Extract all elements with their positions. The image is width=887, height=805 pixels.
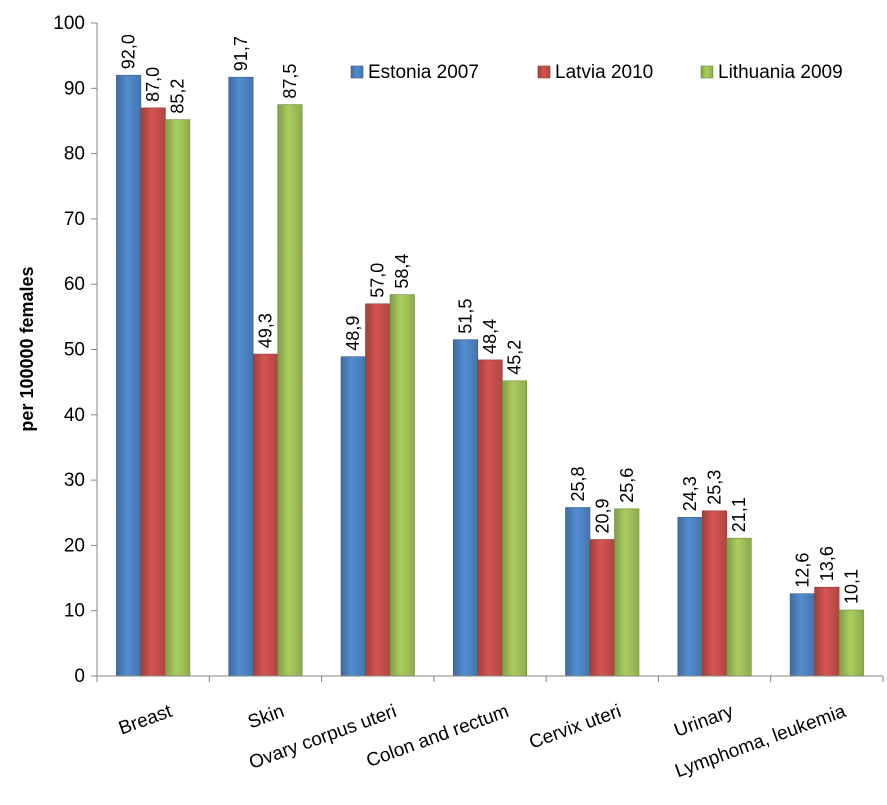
- data-label-skin-latvia-2010: 49,3: [255, 313, 275, 348]
- legend-label-estonia-2007: Estonia 2007: [368, 62, 479, 83]
- legend-swatch-latvia-2010: [537, 65, 551, 79]
- bar-urinary-latvia-2010: [701, 510, 728, 677]
- data-label-colon-and-rectum-latvia-2010: 48,4: [480, 319, 500, 354]
- data-label-lymphoma-leukemia-estonia-2007: 12,6: [792, 553, 812, 588]
- bar-urinary-lithuania-2009: [726, 537, 752, 677]
- y-axis-title-group: per 100000 females: [17, 266, 37, 431]
- bar-lymphoma-leukemia-latvia-2010: [814, 586, 840, 677]
- data-label-ovary-corpus-uteri-estonia-2007: 48,9: [343, 316, 363, 351]
- y-tick-label-40: 40: [64, 405, 85, 426]
- y-tick-label-60: 60: [64, 274, 85, 295]
- bar-colon-and-rectum-estonia-2007: [452, 339, 479, 677]
- data-label-urinary-estonia-2007: 24,3: [680, 476, 700, 511]
- y-tick-label-50: 50: [64, 340, 85, 361]
- data-label-breast-lithuania-2009: 85,2: [168, 79, 188, 114]
- data-label-lymphoma-leukemia-latvia-2010: 13,6: [817, 546, 837, 581]
- y-tick-label-30: 30: [64, 470, 85, 491]
- y-ticks-group: 0 10 20 30 40 50 60 70 80 90 100: [53, 13, 97, 687]
- bar-lymphoma-leukemia-estonia-2007: [789, 593, 815, 677]
- bar-ovary-corpus-uteri-latvia-2010: [365, 303, 391, 677]
- category-label-urinary: Urinary: [672, 701, 737, 742]
- legend-label-latvia-2010: Latvia 2010: [555, 62, 653, 83]
- y-tick-label-20: 20: [64, 535, 85, 556]
- data-label-breast-estonia-2007: 92,0: [119, 34, 139, 69]
- data-label-ovary-corpus-uteri-lithuania-2009: 58,4: [392, 254, 412, 289]
- data-label-skin-lithuania-2009: 87,5: [280, 64, 300, 99]
- bar-cervix-uteri-latvia-2010: [589, 539, 615, 677]
- y-tick-label-0: 0: [74, 666, 85, 687]
- bar-skin-lithuania-2009: [277, 104, 303, 677]
- data-label-colon-and-rectum-lithuania-2009: 45,2: [505, 340, 525, 375]
- bar-skin-latvia-2010: [252, 353, 278, 677]
- data-label-urinary-latvia-2010: 25,3: [705, 470, 725, 505]
- data-label-cervix-uteri-latvia-2010: 20,9: [592, 498, 612, 533]
- bar-breast-estonia-2007: [116, 74, 142, 677]
- bars-group: [116, 74, 864, 677]
- bar-ovary-corpus-uteri-lithuania-2009: [389, 294, 415, 677]
- category-label-breast: Breast: [116, 701, 175, 740]
- y-tick-label-90: 90: [64, 78, 85, 99]
- bar-colon-and-rectum-latvia-2010: [477, 359, 503, 677]
- bar-cervix-uteri-lithuania-2009: [614, 508, 640, 677]
- legend: Estonia 2007 Latvia 2010 Lithuania 2009: [350, 62, 843, 83]
- bar-breast-latvia-2010: [140, 107, 166, 677]
- data-label-urinary-lithuania-2009: 21,1: [729, 497, 749, 532]
- category-label-skin: Skin: [245, 701, 287, 733]
- data-label-cervix-uteri-lithuania-2009: 25,6: [617, 468, 637, 503]
- y-axis-label: per 100000 females: [17, 266, 37, 431]
- legend-swatch-lithuania-2009: [700, 65, 714, 79]
- bar-urinary-estonia-2007: [677, 516, 703, 677]
- data-label-breast-latvia-2010: 87,0: [143, 67, 163, 102]
- legend-label-lithuania-2009: Lithuania 2009: [718, 62, 843, 83]
- data-label-cervix-uteri-estonia-2007: 25,8: [568, 466, 588, 501]
- bar-cervix-uteri-estonia-2007: [565, 507, 591, 677]
- bar-lymphoma-leukemia-lithuania-2009: [838, 609, 864, 677]
- bar-colon-and-rectum-lithuania-2009: [501, 380, 528, 677]
- bar-breast-lithuania-2009: [165, 119, 191, 677]
- bar-ovary-corpus-uteri-estonia-2007: [340, 356, 366, 677]
- bar-skin-estonia-2007: [228, 76, 254, 677]
- y-tick-label-100: 100: [53, 13, 85, 34]
- data-label-lymphoma-leukemia-lithuania-2009: 10,1: [841, 569, 861, 604]
- y-tick-label-80: 80: [64, 144, 85, 165]
- data-label-colon-and-rectum-estonia-2007: 51,5: [456, 299, 476, 334]
- data-label-skin-estonia-2007: 91,7: [231, 36, 251, 71]
- data-label-ovary-corpus-uteri-latvia-2010: 57,0: [368, 263, 388, 298]
- data-labels-group: 92,087,0 85,2 91,7 49,3 87,5 48,957,0 58,4 51,5…: [119, 34, 862, 604]
- legend-swatch-estonia-2007: [350, 65, 364, 79]
- category-label-cervix-uteri: Cervix uteri: [527, 701, 624, 754]
- y-tick-label-70: 70: [64, 209, 85, 230]
- y-tick-label-10: 10: [64, 601, 85, 622]
